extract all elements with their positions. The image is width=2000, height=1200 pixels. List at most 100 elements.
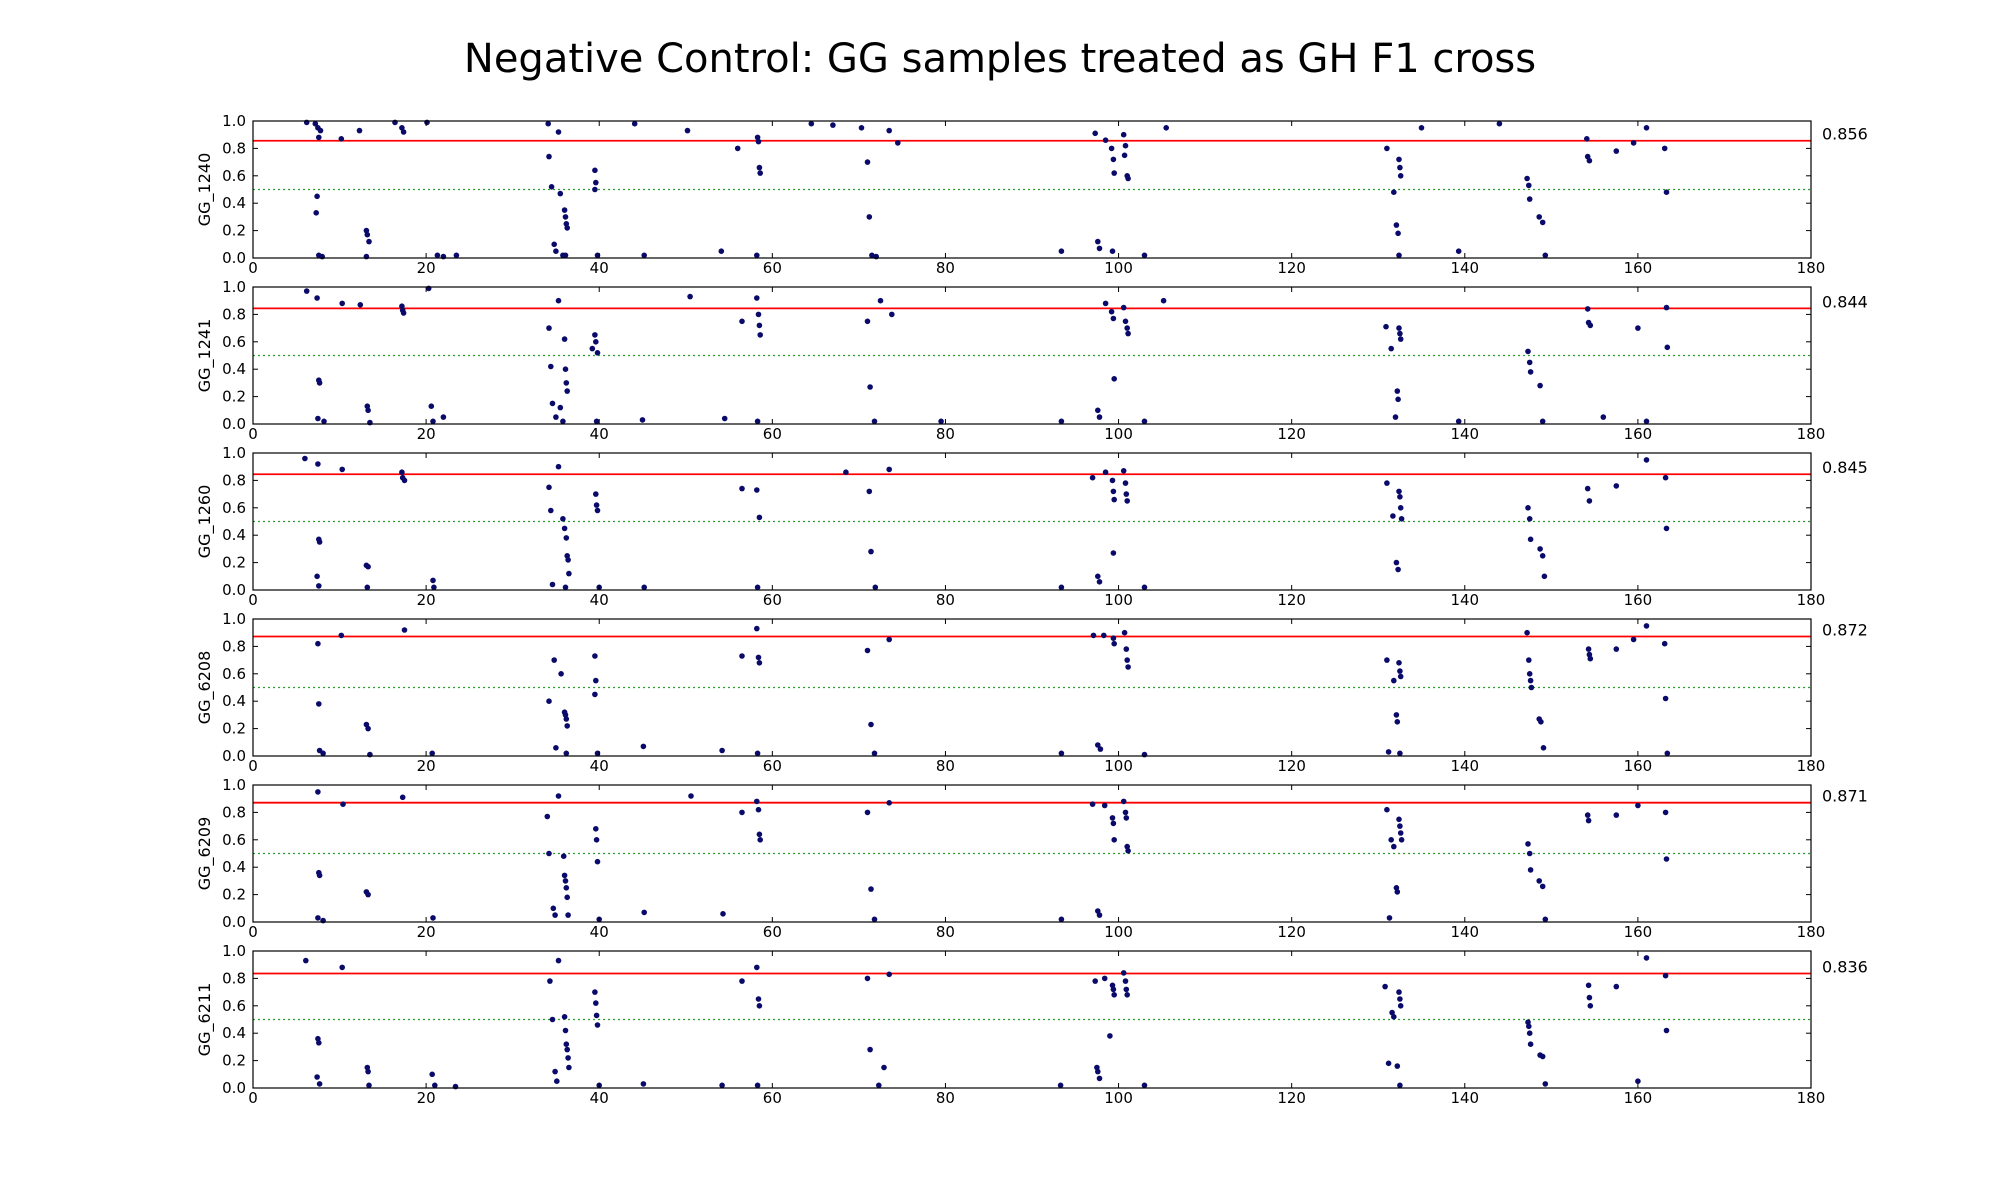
data-point — [555, 129, 562, 135]
data-point — [1662, 809, 1669, 816]
data-point — [719, 747, 725, 754]
data-point — [364, 584, 371, 591]
data-point — [366, 1082, 372, 1089]
data-point — [314, 1074, 320, 1080]
x-tick-label: 180 — [1797, 591, 1826, 609]
data-point — [321, 418, 327, 425]
x-tick-label: 140 — [1450, 591, 1479, 609]
data-point — [562, 1027, 569, 1034]
data-point — [553, 414, 559, 420]
data-point — [564, 1046, 570, 1053]
data-point — [1111, 992, 1117, 998]
data-point — [356, 127, 363, 134]
data-point — [1102, 469, 1109, 476]
data-point — [551, 657, 557, 663]
data-point — [552, 1068, 558, 1075]
data-point — [864, 647, 871, 654]
data-point — [1110, 315, 1117, 322]
y-tick-label: 0.6 — [222, 665, 246, 683]
data-point — [1385, 1060, 1392, 1067]
x-tick-label: 40 — [590, 757, 609, 775]
data-point — [754, 134, 761, 141]
data-point — [440, 414, 447, 420]
data-point — [1395, 566, 1401, 573]
data-point — [320, 750, 326, 757]
data-point — [430, 915, 436, 921]
data-point — [1141, 418, 1148, 425]
data-point — [548, 363, 554, 370]
data-point — [1525, 841, 1531, 847]
data-point — [430, 577, 436, 584]
data-point — [593, 677, 599, 684]
data-point — [592, 167, 598, 174]
data-point — [316, 134, 322, 141]
data-point — [1662, 695, 1669, 702]
data-point — [1121, 152, 1128, 159]
x-tick-label: 180 — [1797, 1089, 1826, 1107]
data-point — [1539, 219, 1546, 226]
data-point — [640, 1081, 647, 1087]
data-point — [546, 153, 552, 160]
data-point — [1383, 323, 1389, 330]
x-tick-label: 100 — [1104, 1089, 1133, 1107]
data-point — [1391, 1014, 1397, 1020]
x-tick-label: 60 — [763, 259, 782, 277]
data-point — [755, 138, 762, 145]
data-point — [866, 214, 873, 220]
data-point — [739, 318, 745, 325]
data-point — [1526, 1030, 1533, 1036]
x-tick-label: 0 — [248, 923, 258, 941]
data-point — [550, 905, 557, 912]
data-point — [1395, 230, 1401, 237]
x-tick-label: 100 — [1104, 425, 1133, 443]
data-point — [1092, 978, 1098, 984]
x-tick-label: 160 — [1624, 425, 1653, 443]
data-point — [593, 418, 600, 425]
data-point — [830, 122, 836, 128]
data-point — [1600, 414, 1607, 420]
data-point — [1394, 1063, 1401, 1069]
data-point — [886, 971, 892, 978]
data-point — [1396, 252, 1402, 259]
x-tick-label: 100 — [1104, 259, 1133, 277]
x-tick-label: 40 — [590, 591, 609, 609]
data-point — [1110, 488, 1117, 495]
data-point — [867, 1046, 873, 1053]
data-point — [755, 654, 762, 661]
data-point — [869, 252, 875, 259]
y-tick-label: 0.4 — [222, 1024, 246, 1042]
panel-ylabel: GG_6211 — [195, 983, 215, 1057]
data-point — [1527, 1041, 1534, 1047]
data-point — [1389, 1009, 1395, 1016]
data-point — [592, 653, 598, 659]
data-point — [1537, 382, 1543, 389]
data-point — [563, 885, 570, 891]
data-point — [555, 793, 562, 799]
x-tick-label: 120 — [1277, 591, 1306, 609]
data-point — [357, 302, 364, 308]
data-point — [562, 366, 569, 373]
y-tick-label: 0.2 — [222, 388, 246, 406]
data-point — [756, 164, 763, 171]
data-point — [1542, 1081, 1549, 1087]
data-point — [1397, 164, 1403, 171]
data-point — [754, 418, 761, 425]
data-point — [1663, 1027, 1670, 1034]
x-tick-label: 140 — [1450, 259, 1479, 277]
data-point — [1526, 850, 1533, 857]
data-point — [1541, 573, 1548, 580]
data-point — [1643, 955, 1650, 961]
data-point — [1586, 994, 1593, 1001]
y-tick-label: 0.0 — [222, 581, 246, 599]
data-point — [868, 721, 874, 728]
y-tick-label: 0.0 — [222, 415, 246, 433]
data-point — [756, 831, 763, 838]
x-tick-label: 160 — [1624, 757, 1653, 775]
data-point — [1635, 802, 1641, 809]
data-point — [317, 127, 324, 134]
data-point — [1089, 801, 1096, 807]
x-tick-label: 60 — [763, 757, 782, 775]
data-point — [886, 127, 892, 134]
y-tick-label: 0.8 — [222, 637, 246, 655]
